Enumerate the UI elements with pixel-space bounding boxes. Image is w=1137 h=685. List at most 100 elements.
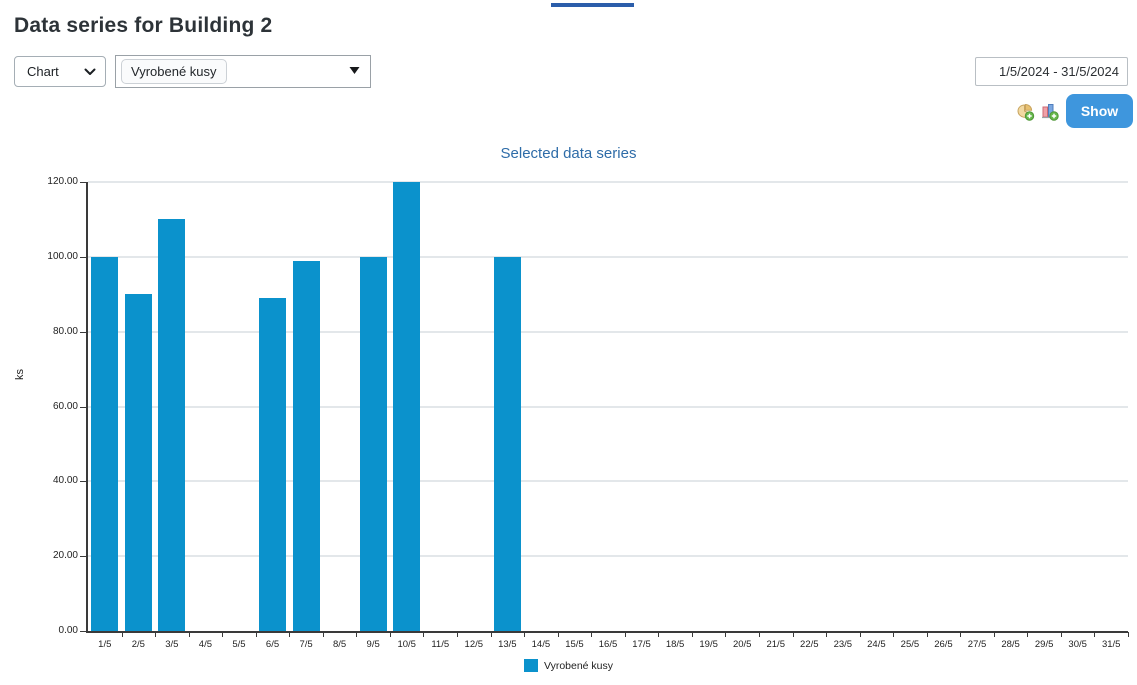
x-tick-label-12/5: 12/5 xyxy=(464,639,484,650)
x-tick-17 xyxy=(658,632,660,637)
chart-type-selected-value: Chart xyxy=(27,64,59,79)
x-tick-label-8/5: 8/5 xyxy=(333,639,347,650)
legend-label: Vyrobené kusy xyxy=(543,659,614,672)
x-tick-label-20/5: 20/5 xyxy=(732,639,752,650)
y-tick-20 xyxy=(80,556,86,558)
x-tick-label-5/5: 5/5 xyxy=(232,639,246,650)
x-tick-18 xyxy=(691,632,693,637)
x-tick-6 xyxy=(289,632,291,637)
x-tick-20 xyxy=(758,632,760,637)
bar-2/5 xyxy=(124,294,152,631)
x-tick-label-7/5: 7/5 xyxy=(299,639,313,650)
dropdown-arrow-icon xyxy=(349,66,360,75)
x-tick-label-22/5: 22/5 xyxy=(800,639,819,650)
chevron-down-icon xyxy=(84,68,96,76)
y-tick-0 xyxy=(80,631,86,632)
x-tick-label-17/5: 17/5 xyxy=(632,639,651,650)
x-tick-23 xyxy=(859,632,861,637)
chart-pie-add-icon[interactable] xyxy=(1016,102,1035,121)
gridline-80 xyxy=(88,330,1128,333)
y-tick-label-120: 120.00 xyxy=(47,176,78,187)
selected-series-tag[interactable]: Vyrobené kusy xyxy=(121,59,227,84)
x-tick-4 xyxy=(222,632,224,637)
chart-type-select[interactable]: Chart xyxy=(14,56,106,87)
show-button[interactable]: Show xyxy=(1066,94,1133,128)
bar-10/5 xyxy=(393,182,421,631)
y-tick-label-40: 40.00 xyxy=(52,475,78,487)
x-tick-16 xyxy=(624,632,626,637)
x-tick-11 xyxy=(457,632,459,637)
x-tick-31 xyxy=(1128,632,1129,637)
active-tab-indicator xyxy=(551,3,634,7)
x-tick-25 xyxy=(926,632,928,637)
y-tick-120 xyxy=(80,182,86,183)
x-tick-label-10/5: 10/5 xyxy=(397,639,416,650)
y-axis-line xyxy=(86,182,88,633)
x-tick-28 xyxy=(1027,632,1029,637)
x-tick-label-6/5: 6/5 xyxy=(265,639,280,650)
chart-title: Selected data series xyxy=(500,145,637,162)
y-tick-label-20: 20.00 xyxy=(52,550,78,562)
bar-13/5 xyxy=(493,256,521,631)
x-axis-line xyxy=(86,631,1128,633)
x-tick-2 xyxy=(155,632,157,637)
x-tick-7 xyxy=(322,632,324,637)
x-tick-label-18/5: 18/5 xyxy=(665,639,685,650)
y-tick-label-60: 60.00 xyxy=(52,400,78,412)
x-tick-label-3/5: 3/5 xyxy=(165,639,179,650)
chart-legend: Vyrobené kusy xyxy=(0,659,1137,672)
gridline-40 xyxy=(88,480,1128,483)
gridline-100 xyxy=(88,255,1128,258)
bar-7/5 xyxy=(292,260,320,631)
y-tick-80 xyxy=(80,331,86,333)
page-title: Data series for Building 2 xyxy=(14,14,273,37)
x-tick-label-29/5: 29/5 xyxy=(1034,639,1054,650)
x-tick-label-1/5: 1/5 xyxy=(98,639,112,650)
x-tick-label-31/5: 31/5 xyxy=(1101,639,1121,650)
legend-swatch xyxy=(523,659,538,672)
x-tick-label-23/5: 23/5 xyxy=(833,639,853,650)
x-tick-26 xyxy=(960,632,962,637)
x-tick-30 xyxy=(1094,632,1096,637)
gridline-120 xyxy=(88,181,1128,183)
chart-action-icons xyxy=(1016,102,1059,121)
x-tick-5 xyxy=(255,632,257,637)
x-tick-label-9/5: 9/5 xyxy=(366,639,380,650)
x-tick-12 xyxy=(490,632,492,637)
x-tick-24 xyxy=(893,632,895,637)
gridline-60 xyxy=(88,405,1128,408)
x-tick-8 xyxy=(356,632,358,637)
x-tick-label-28/5: 28/5 xyxy=(1001,639,1020,650)
x-tick-label-13/5: 13/5 xyxy=(498,639,517,650)
y-tick-60 xyxy=(80,406,86,408)
y-tick-label-80: 80.00 xyxy=(52,325,78,337)
x-tick-label-26/5: 26/5 xyxy=(934,639,953,650)
bar-1/5 xyxy=(91,256,119,631)
x-tick-label-21/5: 21/5 xyxy=(766,639,785,650)
x-tick-label-24/5: 24/5 xyxy=(867,639,886,650)
x-tick-9 xyxy=(389,632,391,637)
x-tick-3 xyxy=(188,632,190,637)
bar-6/5 xyxy=(259,297,287,631)
x-tick-21 xyxy=(792,632,794,637)
x-tick-22 xyxy=(826,632,828,637)
y-tick-label-100: 100.00 xyxy=(47,250,78,262)
x-tick-13 xyxy=(524,632,526,637)
y-tick-label-0: 0.00 xyxy=(58,625,78,636)
data-series-multiselect[interactable]: Vyrobené kusy xyxy=(115,55,371,88)
x-tick-label-30/5: 30/5 xyxy=(1068,639,1087,650)
x-tick-1 xyxy=(121,632,123,637)
bar-9/5 xyxy=(359,256,387,631)
chart-bar-add-icon[interactable] xyxy=(1040,102,1059,121)
x-tick-15 xyxy=(591,632,593,637)
x-tick-label-15/5: 15/5 xyxy=(565,639,584,650)
x-tick-label-25/5: 25/5 xyxy=(900,639,920,650)
x-tick-14 xyxy=(557,632,559,637)
x-tick-label-27/5: 27/5 xyxy=(967,639,987,650)
x-tick-19 xyxy=(725,632,727,637)
x-tick-label-2/5: 2/5 xyxy=(131,639,145,650)
date-range-input[interactable] xyxy=(975,57,1128,86)
gridline-20 xyxy=(88,555,1128,558)
x-tick-10 xyxy=(423,632,425,637)
